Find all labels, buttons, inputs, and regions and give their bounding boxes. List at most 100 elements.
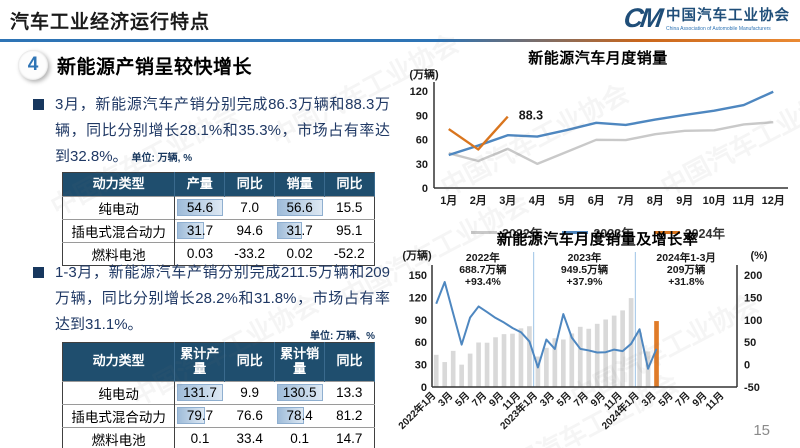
table-header-cell: 同比 xyxy=(324,172,375,197)
growth-line xyxy=(435,281,658,370)
table-header-cell: 同比 xyxy=(324,342,375,382)
sales-bar xyxy=(518,328,524,387)
page-number: 15 xyxy=(753,422,770,439)
table-cell: 130.5 xyxy=(274,380,325,405)
table-cell: 79.7 xyxy=(174,403,225,428)
bullet-square-icon xyxy=(33,267,44,278)
table-row: 纯电动 131.7 9.9 130.5 13.3 xyxy=(62,380,375,405)
right-y-tick: 50 xyxy=(744,337,756,349)
bullet-march: 3月，新能源汽车产销分别完成86.3万辆和88.3万辆，同比分别增长28.1%和… xyxy=(33,92,390,169)
table-row: 插电式混合动力 31.7 94.6 31.7 95.1 xyxy=(62,218,375,243)
cell-data-bar xyxy=(177,407,205,425)
left-y-tick: 90 xyxy=(415,315,427,327)
legend-label: 2022年 xyxy=(502,227,543,241)
table-cell: 78.4 xyxy=(274,403,325,428)
cell-data-bar xyxy=(276,384,323,402)
series-line-2022年 xyxy=(448,121,774,166)
year-annotation-line: 209万辆 xyxy=(667,263,706,276)
table-cell: 56.6 xyxy=(274,195,325,220)
unit-note-1: 单位: 万辆, % xyxy=(131,152,193,164)
sales-bar xyxy=(544,347,549,387)
bullet-q1: 1-3月，新能源汽车产销分别完成211.5万辆和209万辆，同比分别增长28.2… xyxy=(33,260,390,337)
sales-bar-highlight xyxy=(654,321,659,387)
table-cell: -52.2 xyxy=(324,241,375,266)
series-line-2023年 xyxy=(448,90,774,157)
sales-bar xyxy=(459,364,464,387)
x-tick-label: 7月 xyxy=(571,390,590,409)
left-y-tick: 60 xyxy=(415,337,427,349)
table-cell: 94.6 xyxy=(224,218,275,243)
left-y-tick: 0 xyxy=(421,382,427,394)
left-y-axis-title: (万辆) xyxy=(402,249,432,262)
logo-name-en: China Association of Automobile Manufact… xyxy=(666,26,771,32)
table-header-cell: 累计销量 xyxy=(274,342,326,382)
x-tick-label: 12月 xyxy=(762,194,785,207)
x-tick-label: 3月 xyxy=(537,390,556,409)
table-cell: 15.5 xyxy=(324,195,375,220)
cell-data-bar xyxy=(177,384,223,402)
sales-bar xyxy=(535,356,541,387)
left-y-tick: 150 xyxy=(409,270,427,282)
header-divider xyxy=(0,39,800,42)
year-annotation-line: +93.4% xyxy=(465,276,502,288)
bullet-q1-text: 1-3月，新能源汽车产销分别完成211.5万辆和209万辆，同比分别增长28.2… xyxy=(55,264,390,333)
table-cell: 0.03 xyxy=(174,241,225,266)
legend-label: 2023年 xyxy=(593,227,634,241)
table-cell: 81.2 xyxy=(324,403,375,428)
table-cell: 插电式混合动力 xyxy=(62,218,176,243)
sales-bar xyxy=(611,315,617,387)
right-y-tick: -50 xyxy=(744,382,760,394)
x-tick-label: 11月 xyxy=(703,390,726,413)
bullet-march-text: 3月，新能源汽车产销分别完成86.3万辆和88.3万辆，同比分别增长28.1%和… xyxy=(55,96,390,165)
table-cell: -33.2 xyxy=(224,241,275,266)
right-y-axis-title: (%) xyxy=(750,250,767,262)
table-cell: 0.1 xyxy=(274,426,325,448)
table-header-row: 动力类型 产量 同比 销量 同比 xyxy=(62,172,375,197)
table-cell: 54.6 xyxy=(174,195,225,220)
table-cell: 31.7 xyxy=(274,218,325,243)
sales-bar xyxy=(467,353,473,387)
year-annotation-line: 2022年 xyxy=(466,251,500,264)
sales-bar xyxy=(560,339,566,387)
sales-bar xyxy=(603,319,609,387)
year-annotation-line: 688.7万辆 xyxy=(459,263,507,276)
table-cell: 纯电动 xyxy=(62,195,176,220)
data-label: 88.3 xyxy=(519,109,543,123)
cell-data-bar xyxy=(276,199,323,217)
legend-item: 2024年 xyxy=(653,223,725,242)
table-cell: 0.1 xyxy=(174,426,225,448)
year-annotation-line: 2023年 xyxy=(568,251,602,264)
right-y-tick: 0 xyxy=(744,360,750,372)
chart1-canvas: (万辆) 0 30 60 90 120 1月 2月 3月 4月 5月 6月 7月 8月 9月 10月 11月 12… xyxy=(409,67,788,207)
y-tick-label: 120 xyxy=(410,86,428,98)
year-annotation-line: +37.9% xyxy=(567,276,604,288)
table-row: 插电式混合动力 79.7 76.6 78.4 81.2 xyxy=(62,403,375,428)
table-cell: 9.9 xyxy=(224,380,275,405)
table-cell: 13.3 xyxy=(324,380,375,405)
page-title: 汽车工业经济运行特点 xyxy=(10,12,211,33)
sales-bar xyxy=(552,338,558,387)
y-axis-title: (万辆) xyxy=(409,68,439,81)
year-annotation-line: 949.5万辆 xyxy=(561,263,609,276)
y-tick-label: 0 xyxy=(422,183,428,195)
table-header-cell: 销量 xyxy=(274,172,326,197)
x-tick-label: 2月 xyxy=(470,194,487,207)
monthly-table: 动力类型 产量 同比 销量 同比 纯电动 54.6 7.0 56.6 15.5 插电式混合动力 31.… xyxy=(62,172,375,266)
right-y-tick: 200 xyxy=(744,270,762,282)
org-logo: CM 中国汽车工业协会 China Association of Automob… xyxy=(622,3,790,33)
table-cell: 131.7 xyxy=(174,380,225,405)
x-tick-label: 5月 xyxy=(453,390,472,409)
legend-item: 2022年 xyxy=(471,223,542,242)
table-cell: 纯电动 xyxy=(62,380,176,405)
legend-swatch-icon xyxy=(562,231,589,234)
table-cell: 95.1 xyxy=(324,218,375,243)
right-y-tick: 150 xyxy=(744,292,762,304)
series-line-2024年 xyxy=(448,115,509,151)
x-tick-label: 6月 xyxy=(588,194,605,207)
table-header-cell: 动力类型 xyxy=(62,342,176,382)
sales-bar xyxy=(501,334,507,387)
legend-label: 2024年 xyxy=(684,227,725,241)
table-cell: 7.0 xyxy=(224,195,275,220)
x-tick-label: 9月 xyxy=(676,194,693,207)
